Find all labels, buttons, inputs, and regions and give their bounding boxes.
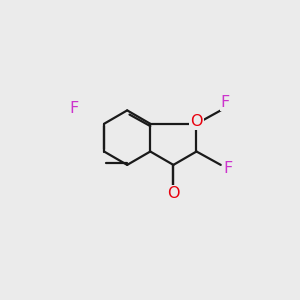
Text: O: O [167,186,180,201]
Text: O: O [190,114,203,129]
Text: F: F [221,95,230,110]
Text: F: F [223,160,232,175]
Text: F: F [69,100,79,116]
